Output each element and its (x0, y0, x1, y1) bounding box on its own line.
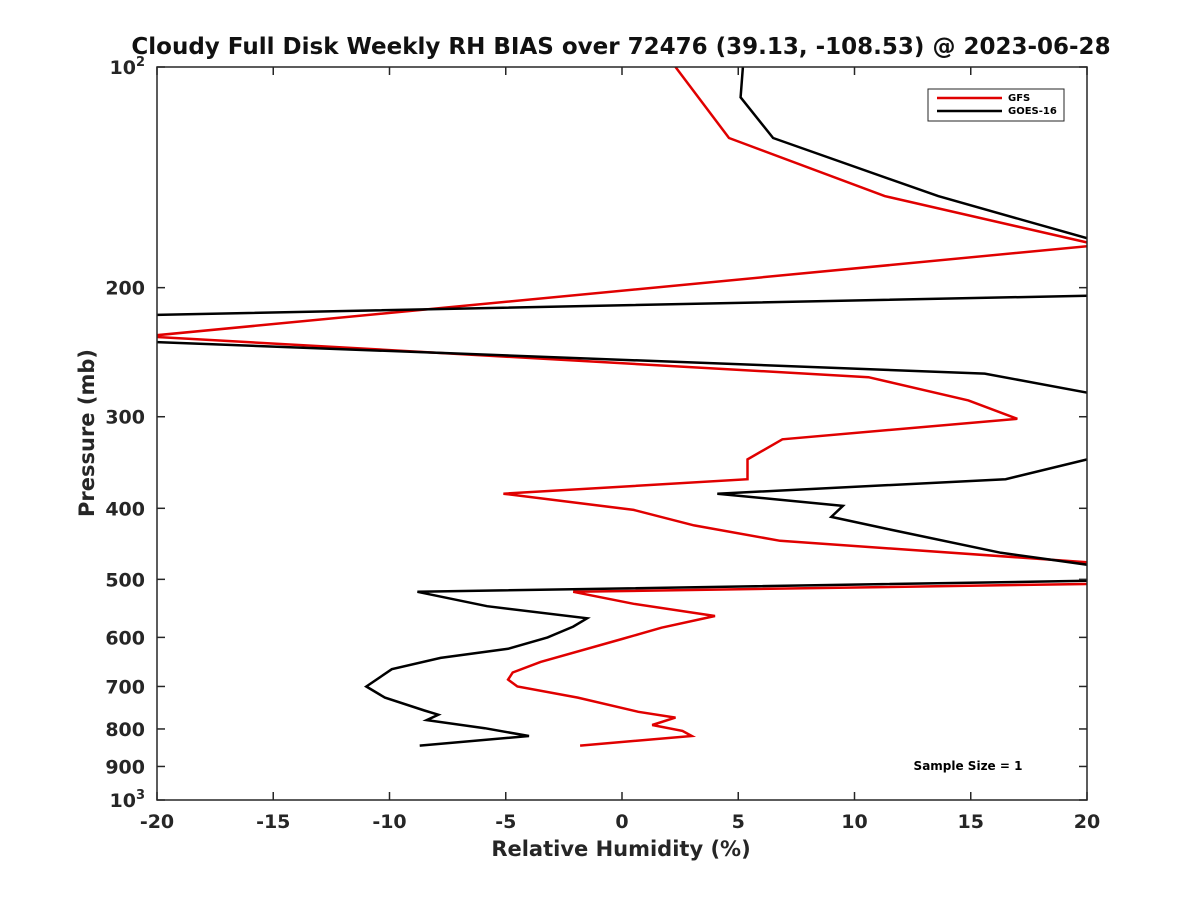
y-tick-label: 800 (105, 719, 145, 741)
legend-label-goes-16: GOES-16 (1008, 106, 1057, 117)
x-tick-label: 20 (1074, 811, 1100, 833)
y-tick-label: 900 (105, 756, 145, 778)
x-tick-label: -5 (495, 811, 516, 833)
y-tick-label: 600 (105, 627, 145, 649)
x-tick-label: 0 (615, 811, 628, 833)
plot-area-frame (156, 66, 1088, 801)
legend-label-gfs: GFS (1008, 93, 1030, 104)
y-tick-label: 400 (105, 498, 145, 520)
x-tick-label: -20 (140, 811, 174, 833)
x-tick-label: 10 (841, 811, 867, 833)
x-tick-label: 5 (732, 811, 745, 833)
y-tick-label: 200 (105, 278, 145, 300)
y-tick-label: 103 (110, 788, 146, 812)
y-tick-label: 300 (105, 407, 145, 429)
series-line-goes-16 (157, 67, 1087, 747)
y-tick-label: 700 (105, 676, 145, 698)
series-line-gfs (157, 67, 1087, 747)
ticks-layer: -20 -15 -10 -5 0 5 10 15 20 102 200 300 400 500 600 700… (105, 55, 1100, 833)
x-tick-label: -15 (256, 811, 290, 833)
y-axis-label: Pressure (mb) (75, 349, 99, 517)
legend: GFS GOES-16 (927, 88, 1065, 122)
chart-title: Cloudy Full Disk Weekly RH BIAS over 724… (131, 34, 1110, 60)
y-tick-label: 500 (105, 569, 145, 591)
x-tick-label: -10 (372, 811, 406, 833)
y-tick-label: 102 (110, 55, 146, 79)
x-axis-label: Relative Humidity (%) (491, 837, 750, 861)
x-tick-label: 15 (958, 811, 984, 833)
series-layer (157, 67, 1087, 747)
legend-box (927, 88, 1065, 122)
sample-size-annotation: Sample Size = 1 (914, 759, 1023, 773)
